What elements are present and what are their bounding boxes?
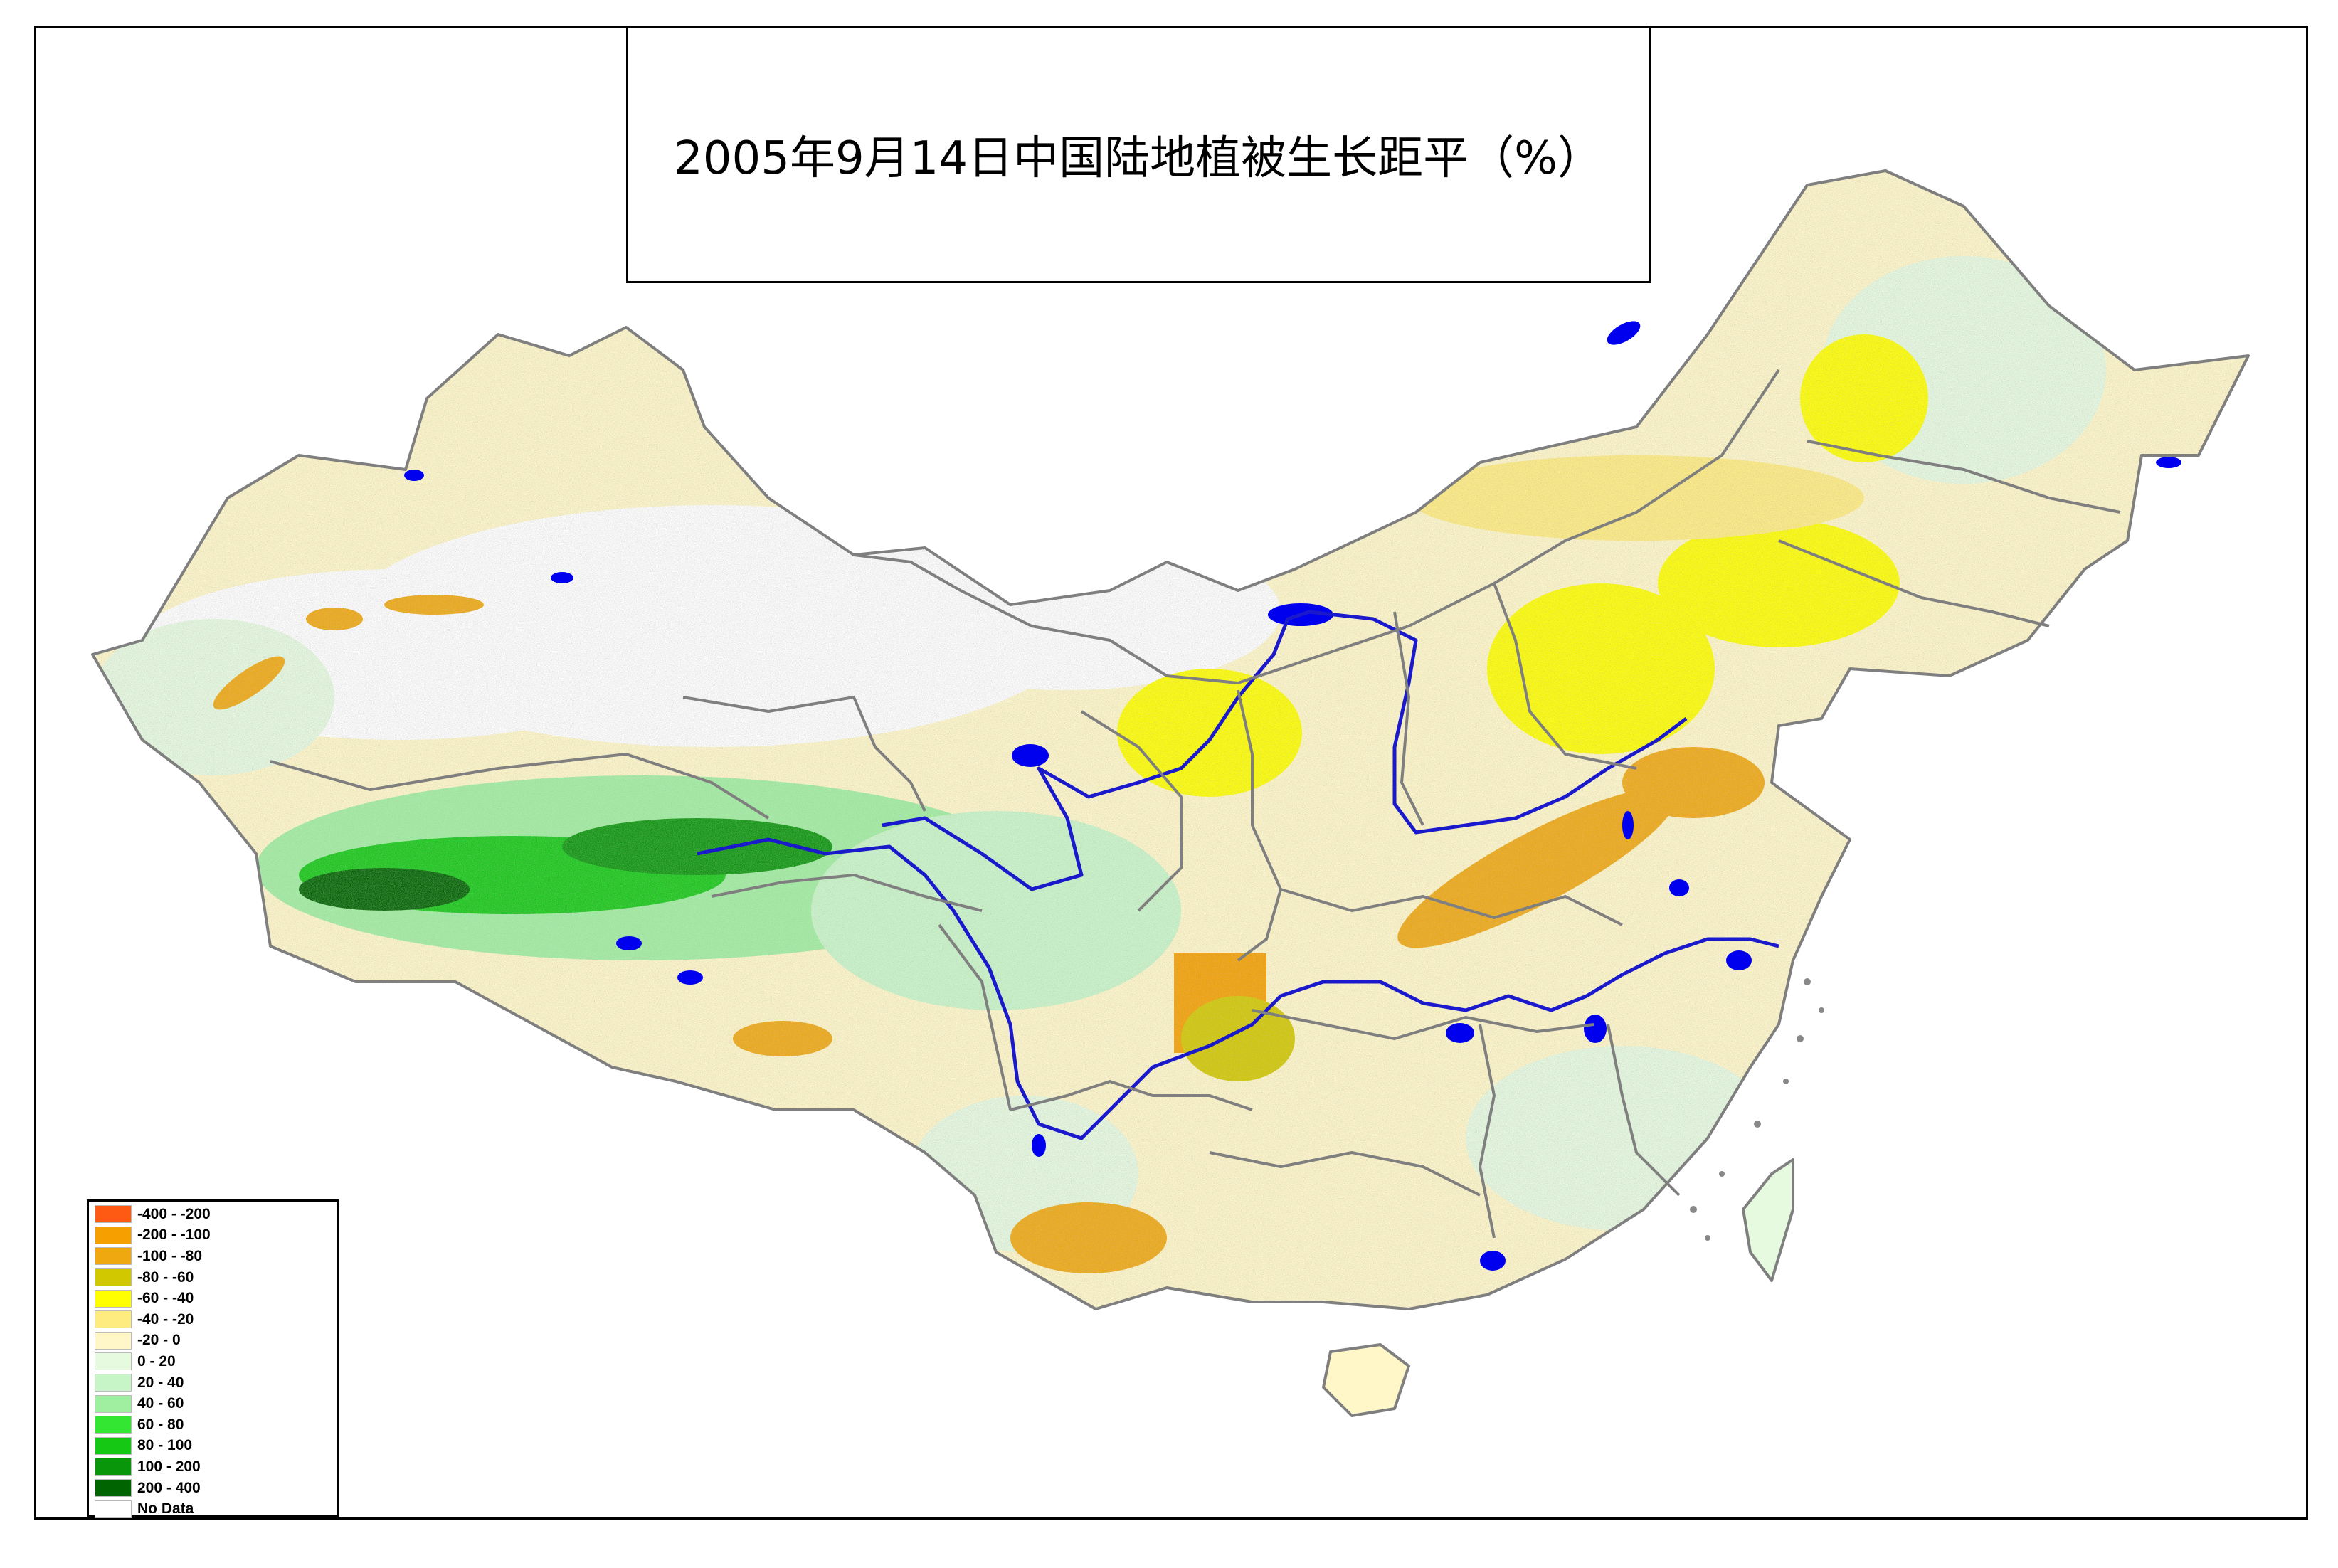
legend-swatch [95,1352,132,1371]
legend-swatch [95,1331,132,1350]
lake-xingkai [2156,457,2181,468]
legend-label: -80 - -60 [137,1268,194,1286]
boundary-xinjiang-tibet [270,753,770,820]
legend-label: 80 - 100 [137,1437,193,1454]
lake-bosten [551,572,573,583]
legend-item: -60 - -40 [95,1288,337,1309]
coastal-island [1819,1007,1824,1013]
lake-dongting [1446,1023,1474,1043]
coastal-island [1705,1235,1710,1241]
coastal-island [1690,1206,1697,1213]
coastal-island [1804,978,1811,985]
legend-item: 200 - 400 [95,1478,337,1499]
legend-label: -200 - -100 [137,1227,211,1244]
legend-item: -40 - -20 [95,1309,337,1330]
boundary-shaanxi [1237,689,1282,962]
coastal-island [1719,1171,1725,1177]
boundary-gansu-ningxia [1080,710,1183,912]
map-title: 2005年9月14日中国陆地植被生长距平（%） [674,132,1603,185]
coastal-island [1754,1121,1761,1128]
legend-label: -20 - 0 [137,1332,181,1349]
legend-item: 100 - 200 [95,1456,337,1478]
legend-label: 100 - 200 [137,1458,201,1475]
legend-swatch [95,1226,132,1244]
legend-item: 80 - 100 [95,1436,337,1457]
boundary-xinjiang-gansu [682,696,926,812]
legend-swatch [95,1268,132,1287]
legend-label: 20 - 40 [137,1374,184,1391]
boundary-sichuan-yunnan [1010,1080,1253,1111]
taiwan-outline [1742,1158,1794,1282]
title-box: 2005年9月14日中国陆地植被生长距平（%） [626,26,1651,283]
yellow-river [882,610,1688,891]
legend-item: -400 - -200 [95,1204,337,1225]
legend-item: 0 - 20 [95,1351,337,1372]
boundary-henan [1280,888,1623,926]
boundary-jiangxi-fujian [1607,1024,1681,1197]
legend-swatch [95,1374,132,1392]
lake-weishan [1622,811,1634,839]
boundary-jilin-liaoning [1778,539,2050,627]
coastal-island [1783,1079,1789,1084]
boundary-shanxi-hebei [1393,611,1424,826]
legend: -400 - -200 -200 - -100 -100 - -80 -80 - -6… [87,1199,339,1520]
legend-item: 40 - 60 [95,1393,337,1414]
legend-swatch [95,1458,132,1476]
legend-item: No Data [95,1498,337,1520]
legend-swatch [95,1205,132,1224]
boundary-inner-mongolia [853,369,1780,684]
legend-swatch [95,1436,132,1455]
legend-label: -400 - -200 [137,1205,211,1222]
legend-swatch [95,1500,132,1518]
legend-label: 0 - 20 [137,1352,176,1370]
lake-qinghai [1012,744,1049,767]
legend-label: No Data [137,1500,194,1517]
legend-label: 40 - 60 [137,1395,184,1412]
legend-swatch [95,1394,132,1413]
legend-label: -60 - -40 [137,1290,194,1307]
legend-swatch [95,1247,132,1266]
legend-swatch [95,1479,132,1498]
boundary-jilin-heilongjiang [1807,440,2121,514]
province-boundaries [91,169,2250,1417]
coastal-islands [1690,978,1824,1241]
legend-label: -100 - -80 [137,1247,203,1264]
lake-selin [677,970,703,985]
boundary-hubei-hunan [1252,1009,1594,1040]
lake-xinjiang-north [404,470,424,481]
boundary-tibet-qinghai [711,874,983,912]
lake-hongze [1669,879,1689,896]
legend-item: -20 - 0 [95,1330,337,1352]
speckle-texture [92,171,2248,1309]
legend-swatch [95,1289,132,1308]
lake-poyang [1584,1015,1607,1043]
lake-dianchi [1032,1134,1046,1157]
lake-taihu [1726,950,1752,970]
lake-nam-co [616,936,642,950]
legend-item: 20 - 40 [95,1372,337,1394]
legend-swatch [95,1416,132,1434]
legend-item: -100 - -80 [95,1246,337,1267]
vegetation-anomaly-layer [92,171,2248,1309]
lake-hulun [1607,321,1641,345]
yangtze-river [697,837,1779,1140]
boundary-hebei [1493,583,1637,770]
pearl-river-estuary [1480,1251,1506,1271]
hainan-outline [1322,1343,1410,1417]
coastal-island [1797,1035,1804,1042]
legend-label: -40 - -20 [137,1310,194,1328]
legend-label: 60 - 80 [137,1416,184,1433]
boundary-guizhou-guangxi [1209,1151,1481,1197]
legend-label: 200 - 400 [137,1479,201,1496]
legend-item: 60 - 80 [95,1414,337,1436]
boundary-hunan-jiangxi [1479,1024,1496,1239]
legend-item: -200 - -100 [95,1225,337,1246]
legend-item: -80 - -60 [95,1267,337,1288]
rivers [697,610,1779,1140]
legend-swatch [95,1310,132,1329]
boundary-qinghai-sichuan [938,923,1012,1111]
